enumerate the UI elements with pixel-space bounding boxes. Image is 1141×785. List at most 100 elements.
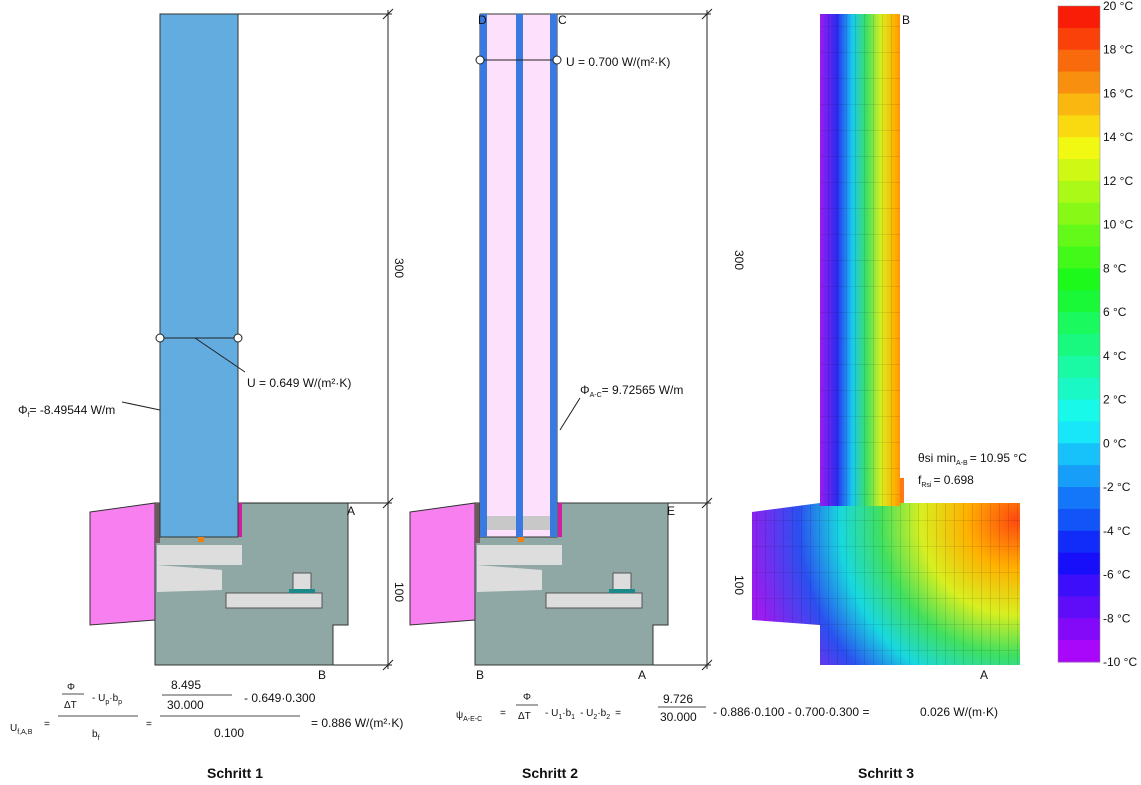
gasket [155, 503, 160, 543]
denominator: ΔT [64, 700, 77, 711]
color-band [1058, 203, 1100, 225]
glass-pane [550, 14, 557, 537]
subscript: 1 [571, 714, 575, 721]
legend-label: -2 °C [1103, 480, 1131, 494]
symbol: U [10, 723, 17, 734]
symbol: θsi min [918, 451, 956, 465]
mesh [752, 503, 1020, 665]
page: 300 100 U = 0.649 W/(m²·K) Φf= -8.49544 … [0, 0, 1141, 785]
denominator: 0.100 [214, 726, 244, 740]
section-point [156, 334, 164, 342]
section-point [234, 334, 242, 342]
color-band [1058, 378, 1100, 400]
legend-label: -8 °C [1103, 611, 1131, 625]
dimension-label: 300 [392, 258, 406, 278]
formula-lhs: ψA-E-C [456, 710, 482, 723]
color-band [1058, 28, 1100, 50]
color-band [1058, 575, 1100, 597]
value: = 10.95 °C [970, 451, 1028, 465]
panel [160, 14, 238, 537]
equals: = [146, 719, 152, 730]
dimension-label: 100 [732, 575, 746, 595]
frame-insert [477, 545, 562, 565]
step-caption: Schritt 2 [522, 765, 578, 781]
denominator: 30.000 [167, 698, 204, 712]
formula-1: Uf,A,B = Φ ΔT - Up·bp bf = 8.495 30.000 … [10, 678, 403, 742]
subscript: f,A,B [17, 729, 33, 736]
denominator: ΔT [518, 711, 531, 722]
denominator: bf [92, 729, 100, 742]
color-band [1058, 247, 1100, 269]
glazing-pane [90, 503, 155, 625]
color-band [1058, 50, 1100, 72]
phi-label: Φf= -8.49544 W/m [18, 403, 115, 419]
legend-label: 6 °C [1103, 305, 1127, 319]
marker [900, 478, 904, 503]
section-point [553, 56, 561, 64]
step-caption: Schritt 3 [858, 765, 914, 781]
color-band [1058, 509, 1100, 531]
equals: = [615, 708, 621, 719]
legend-label: -4 °C [1103, 524, 1131, 538]
legend-label: -6 °C [1103, 568, 1131, 582]
color-band [1058, 334, 1100, 356]
legend-label: 2 °C [1103, 393, 1127, 407]
dimension-label: 100 [392, 582, 406, 602]
theta-label: θsi minA-B= 10.95 °C [918, 451, 1027, 467]
glass-pane [480, 14, 487, 537]
numerator: 9.726 [663, 692, 693, 706]
subscript: p [118, 699, 122, 706]
result: 0.026 W/(m·K) [920, 705, 998, 719]
subscript: A-E-C [463, 716, 482, 723]
color-band [1058, 93, 1100, 115]
numerator: Φ [523, 692, 531, 703]
frsi-label: fRsi= 0.698 [918, 473, 974, 489]
color-band [1058, 225, 1100, 247]
point-label: A [638, 668, 646, 682]
leader-line [122, 402, 160, 410]
glazing-pane [410, 503, 475, 625]
mesh [820, 14, 900, 506]
legend-label: 4 °C [1103, 349, 1127, 363]
equals: = [44, 719, 50, 730]
symbol: ψ [456, 710, 463, 721]
gasket [238, 503, 242, 537]
symbol: Φ [580, 383, 590, 397]
color-band [1058, 72, 1100, 94]
term: - U1·b1- U2·b2= [545, 708, 621, 721]
subscript: A-C [590, 392, 602, 399]
phi-label: ΦA-C= 9.72565 W/m [580, 383, 683, 399]
subscript: 2 [606, 714, 610, 721]
step-1: 300 100 U = 0.649 W/(m²·K) Φf= -8.49544 … [18, 9, 406, 682]
color-band [1058, 531, 1100, 553]
point-label: A [347, 504, 355, 518]
point-label: B [476, 668, 484, 682]
color-band [1058, 443, 1100, 465]
numerator: Φ [67, 682, 75, 693]
color-band [1058, 290, 1100, 312]
u-value-label: U = 0.700 W/(m²·K) [566, 55, 670, 69]
text: - U [580, 708, 593, 719]
text: - U [92, 693, 105, 704]
color-band [1058, 553, 1100, 575]
color-band [1058, 6, 1100, 28]
formula-lhs: Uf,A,B [10, 723, 33, 736]
fitting [293, 573, 311, 590]
legend-label: 12 °C [1103, 174, 1133, 188]
color-band [1058, 465, 1100, 487]
legend-label: 16 °C [1103, 86, 1133, 100]
point-label: B [902, 13, 910, 27]
text: - U [545, 708, 558, 719]
leader-line [560, 398, 580, 430]
glass-pane [516, 14, 523, 537]
frame-insert [157, 545, 242, 565]
subscript: Rsi [921, 482, 932, 489]
term: - Up·bp [92, 693, 122, 706]
point-label: E [667, 504, 675, 518]
formula-2: ψA-E-C = Φ ΔT - U1·b1- U2·b2= 9.726 30.0… [456, 692, 998, 724]
spacer [198, 537, 204, 542]
color-band [1058, 400, 1100, 422]
result: = 0.886 W/(m²·K) [311, 716, 403, 730]
point-label: A [980, 668, 988, 682]
u-value-label: U = 0.649 W/(m²·K) [247, 376, 351, 390]
